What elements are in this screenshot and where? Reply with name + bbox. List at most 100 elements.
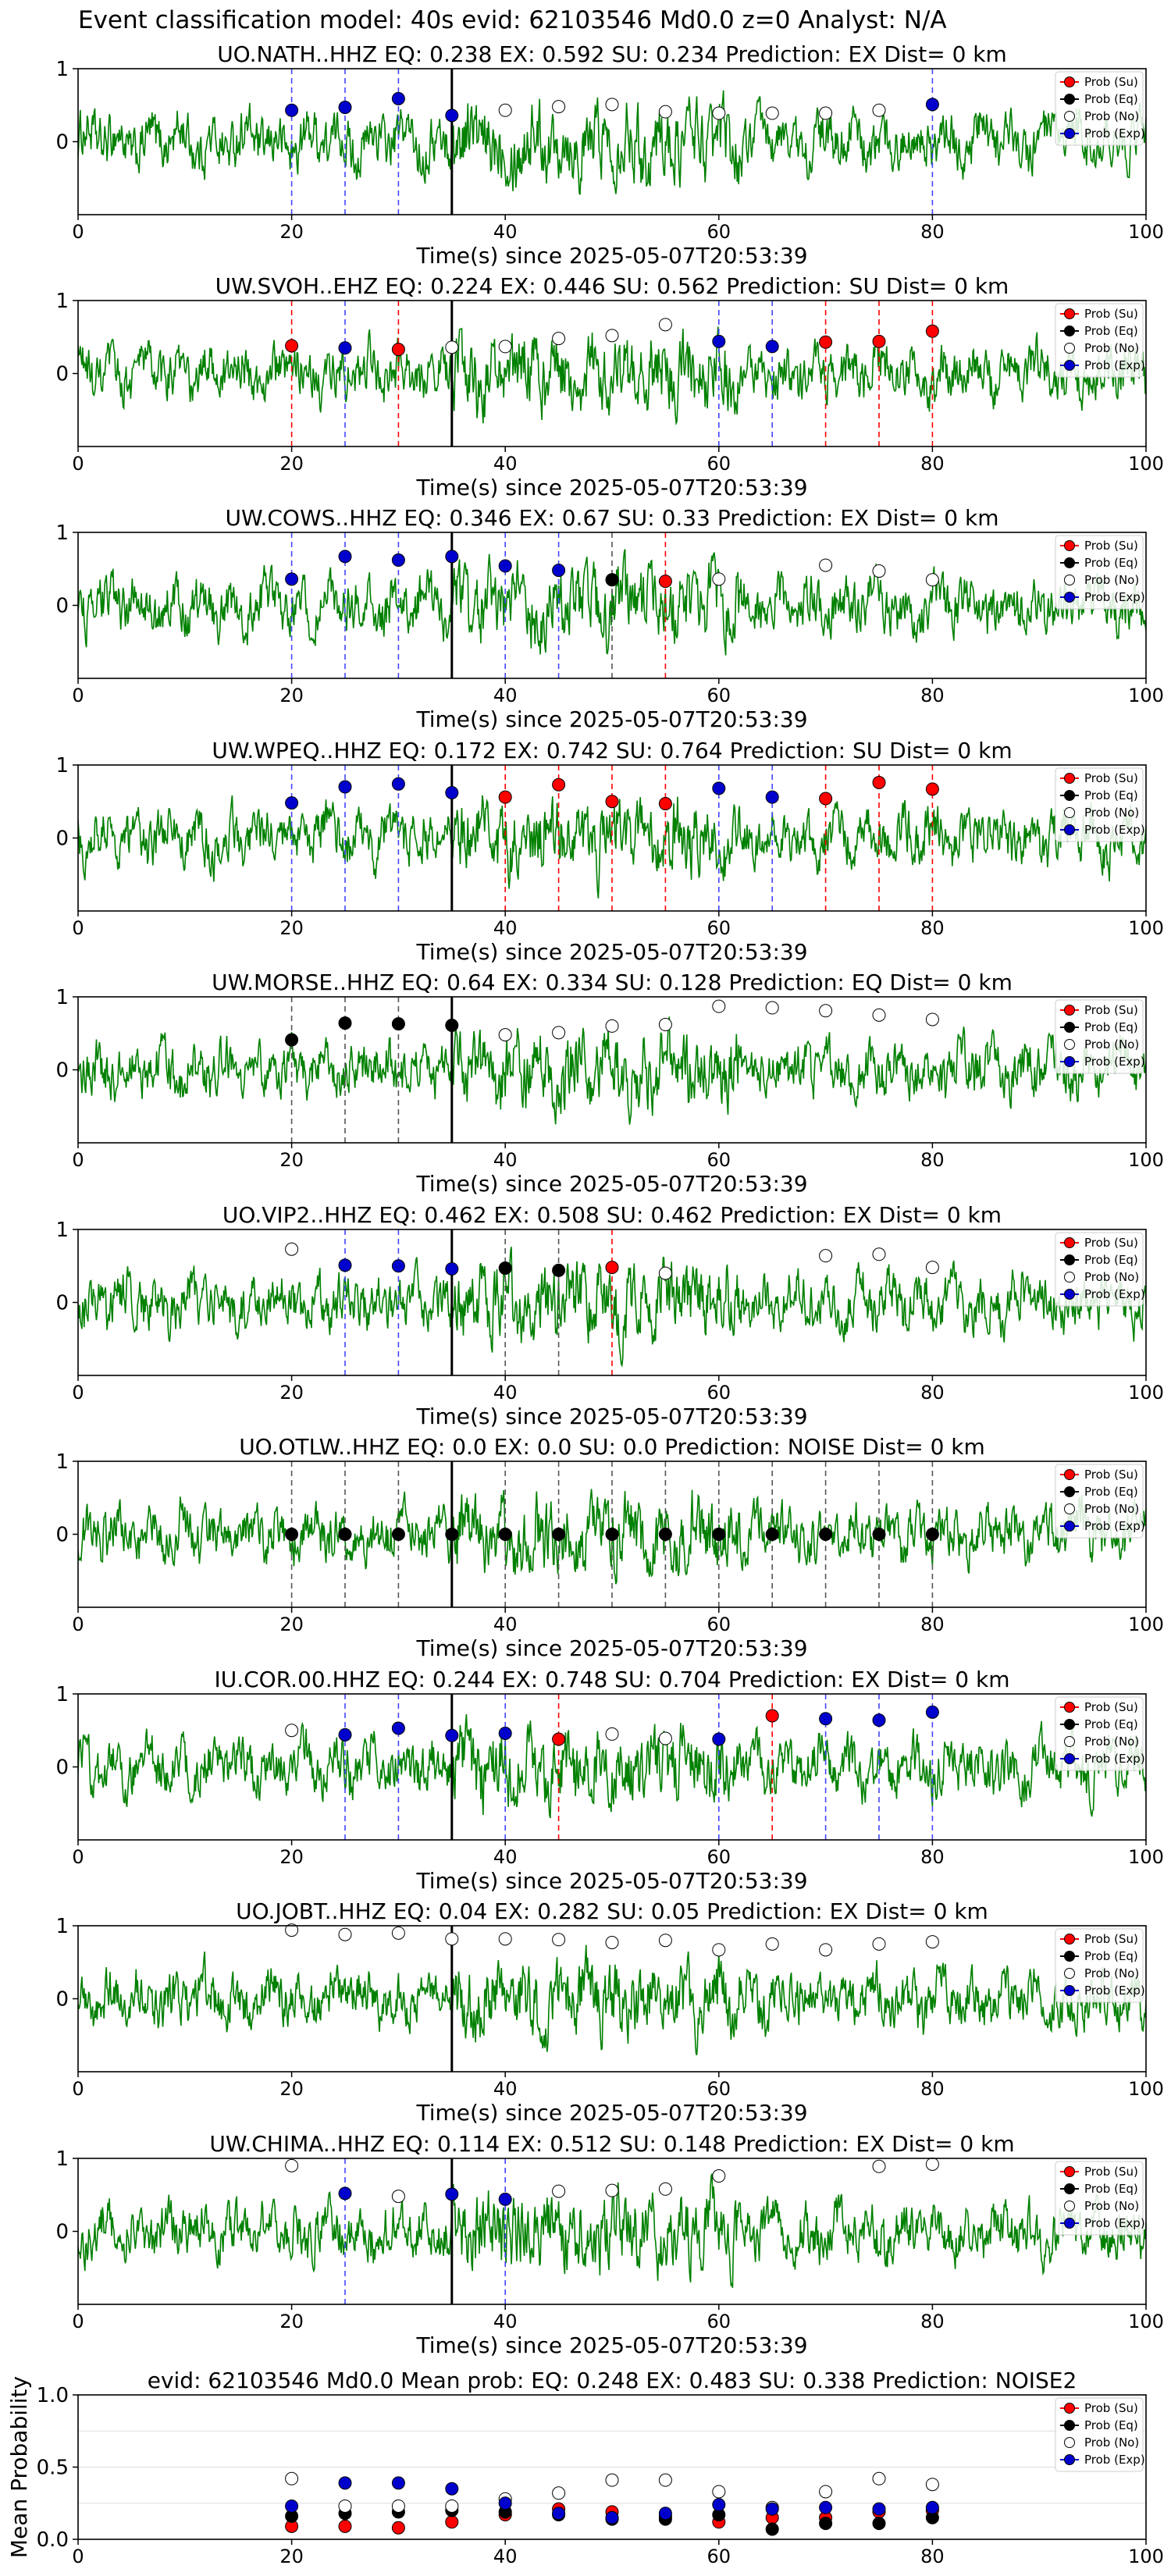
legend-marker-su (1064, 76, 1075, 87)
prob-marker-exp (498, 2192, 512, 2206)
legend-marker-eq (1064, 1951, 1075, 1962)
mean-prob-marker-no (925, 2478, 939, 2492)
x-tick-label: 100 (1128, 917, 1164, 939)
prob-marker-no (872, 1008, 886, 1022)
prob-marker-exp (391, 553, 405, 568)
legend-marker-no (1064, 1736, 1075, 1747)
prob-marker-no (552, 2184, 566, 2198)
mean-prob-marker-eq (819, 2517, 833, 2531)
x-axis-label: Time(s) since 2025-05-07T20:53:39 (415, 939, 807, 965)
legend-marker-no (1064, 111, 1075, 122)
x-tick-label: 40 (493, 1382, 518, 1404)
legend-marker-no (1064, 343, 1075, 354)
prob-marker-no (712, 572, 726, 586)
y-tick-label: 1 (55, 986, 69, 1009)
prob-marker-no (658, 2182, 672, 2196)
prob-marker-su (819, 792, 833, 806)
y-tick-label: 0 (55, 595, 69, 618)
axes-frame (77, 1693, 1147, 1841)
legend-marker-no (1064, 1039, 1075, 1050)
x-tick-label: 80 (920, 2546, 945, 2567)
x-tick-label: 60 (707, 917, 731, 939)
prob-marker-no (285, 1724, 299, 1738)
x-tick-label: 0 (72, 1149, 84, 1171)
mean-prob-marker-no (605, 2473, 619, 2487)
y-tick-label: 1 (55, 1450, 69, 1474)
prob-marker-no (765, 106, 779, 120)
prob-marker-eq (498, 1528, 512, 1541)
prob-marker-no (285, 1923, 299, 1937)
station-panel: UO.NATH..HHZ EQ: 0.238 EX: 0.592 SU: 0.2… (55, 41, 1163, 269)
figure-title: Event classification model: 40s evid: 62… (78, 6, 947, 34)
x-tick-label: 40 (493, 2311, 518, 2332)
legend-marker-su (1064, 308, 1075, 319)
y-tick-label: 0.5 (37, 2457, 69, 2480)
legend-label-eq: Prob (Eq) (1084, 1717, 1138, 1731)
x-tick-label: 20 (279, 1614, 304, 1635)
x-tick-label: 60 (707, 1846, 731, 1868)
prob-marker-eq (605, 573, 619, 587)
station-panel: UO.VIP2..HHZ EQ: 0.462 EX: 0.508 SU: 0.4… (55, 1202, 1163, 1429)
x-axis-label: Time(s) since 2025-05-07T20:53:39 (415, 475, 807, 500)
prob-marker-exp (391, 777, 405, 791)
prob-marker-no (819, 106, 833, 120)
prob-marker-no (872, 1247, 886, 1261)
x-tick-label: 60 (707, 1382, 731, 1404)
prob-marker-su (391, 343, 405, 357)
mean-prob-marker-exp (819, 2500, 833, 2514)
legend-marker-eq (1064, 2183, 1075, 2194)
prob-marker-su (925, 324, 939, 338)
prob-marker-no (552, 1933, 566, 1947)
legend: Prob (Su) Prob (Eq) Prob (No) Prob (Exp) (1055, 303, 1145, 378)
prob-marker-su (498, 790, 512, 804)
waveform-trace (78, 1713, 1146, 1819)
x-tick-label: 40 (493, 221, 518, 243)
mean-prob-marker-exp (391, 2476, 405, 2490)
legend-label-no: Prob (No) (1084, 1735, 1139, 1749)
legend-marker-exp (1064, 592, 1075, 603)
legend-label-eq: Prob (Eq) (1084, 2418, 1138, 2432)
legend-box (1055, 999, 1144, 1074)
x-axis-label: Time(s) since 2025-05-07T20:53:39 (415, 1868, 807, 1894)
x-tick-label: 20 (279, 685, 304, 706)
x-tick-label: 100 (1128, 1382, 1164, 1404)
prob-marker-no (498, 340, 512, 354)
panel-title: UO.NATH..HHZ EQ: 0.238 EX: 0.592 SU: 0.2… (217, 41, 1007, 67)
legend-label-su: Prob (Su) (1084, 2165, 1138, 2179)
mean-prob-marker-no (872, 2471, 886, 2485)
mean-prob-marker-exp (285, 2499, 299, 2513)
prob-marker-su (925, 782, 939, 796)
x-tick-label: 60 (707, 685, 731, 706)
station-panel: UW.WPEQ..HHZ EQ: 0.172 EX: 0.742 SU: 0.7… (55, 738, 1163, 965)
panel-title: UO.VIP2..HHZ EQ: 0.462 EX: 0.508 SU: 0.4… (222, 1202, 1002, 1228)
prob-marker-no (712, 2169, 726, 2183)
x-tick-label: 20 (279, 221, 304, 243)
legend: Prob (Su) Prob (Eq) Prob (No) Prob (Exp) (1055, 1232, 1145, 1307)
prob-marker-su (658, 797, 672, 811)
legend-label-su: Prob (Su) (1084, 1700, 1138, 1714)
panel-title: UW.SVOH..EHZ EQ: 0.224 EX: 0.446 SU: 0.5… (215, 273, 1009, 299)
x-tick-label: 0 (72, 453, 84, 475)
prob-marker-su (819, 335, 833, 349)
legend-label-su: Prob (Su) (1084, 539, 1138, 553)
prob-marker-eq (658, 1528, 672, 1541)
legend: Prob (Su) Prob (Eq) Prob (No) Prob (Exp) (1055, 999, 1145, 1074)
legend: Prob (Su) Prob (Eq) Prob (No) Prob (Exp) (1055, 1464, 1145, 1539)
prob-marker-no (605, 1019, 619, 1033)
legend-box (1055, 535, 1144, 610)
prob-marker-exp (819, 1712, 833, 1726)
x-tick-label: 80 (920, 453, 945, 475)
legend-label-exp: Prob (Exp) (1084, 1519, 1145, 1533)
legend-label-no: Prob (No) (1084, 1037, 1139, 1051)
prob-marker-eq (925, 1528, 939, 1541)
legend-marker-exp (1064, 1753, 1075, 1764)
prob-marker-exp (712, 781, 726, 795)
station-panel: UW.COWS..HHZ EQ: 0.346 EX: 0.67 SU: 0.33… (55, 505, 1163, 732)
mean-prob-marker-no (445, 2499, 459, 2513)
mean-prob-marker-no (819, 2485, 833, 2499)
mean-prob-marker-exp (445, 2482, 459, 2496)
mean-prob-marker-su (391, 2521, 405, 2535)
prob-marker-eq (872, 1528, 886, 1541)
prob-marker-eq (338, 1016, 352, 1030)
prob-marker-eq (819, 1528, 833, 1541)
